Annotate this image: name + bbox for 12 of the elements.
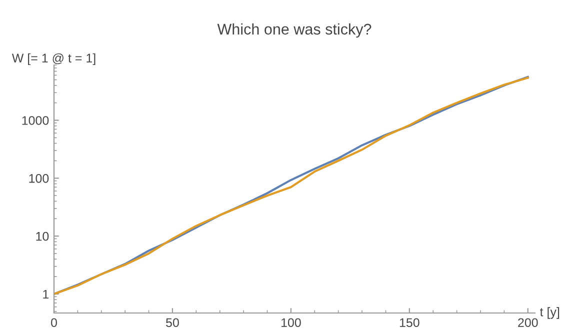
x-tick-label: 150: [400, 318, 420, 328]
chart-title: Which one was sticky?: [217, 23, 372, 38]
y-tick-label: 10: [36, 232, 49, 241]
x-tick-label: 100: [281, 318, 301, 328]
x-tick-label: 0: [51, 318, 57, 328]
x-axis-title: t [y]: [540, 307, 560, 319]
y-tick-label: 1: [43, 290, 49, 299]
y-tick-label: 100: [29, 174, 49, 183]
x-tick-label: 50: [166, 318, 179, 328]
x-tick-label: 200: [518, 318, 538, 328]
y-tick-label: 1000: [22, 116, 49, 125]
y-axis-title: W [= 1 @ t = 1]: [12, 53, 96, 65]
